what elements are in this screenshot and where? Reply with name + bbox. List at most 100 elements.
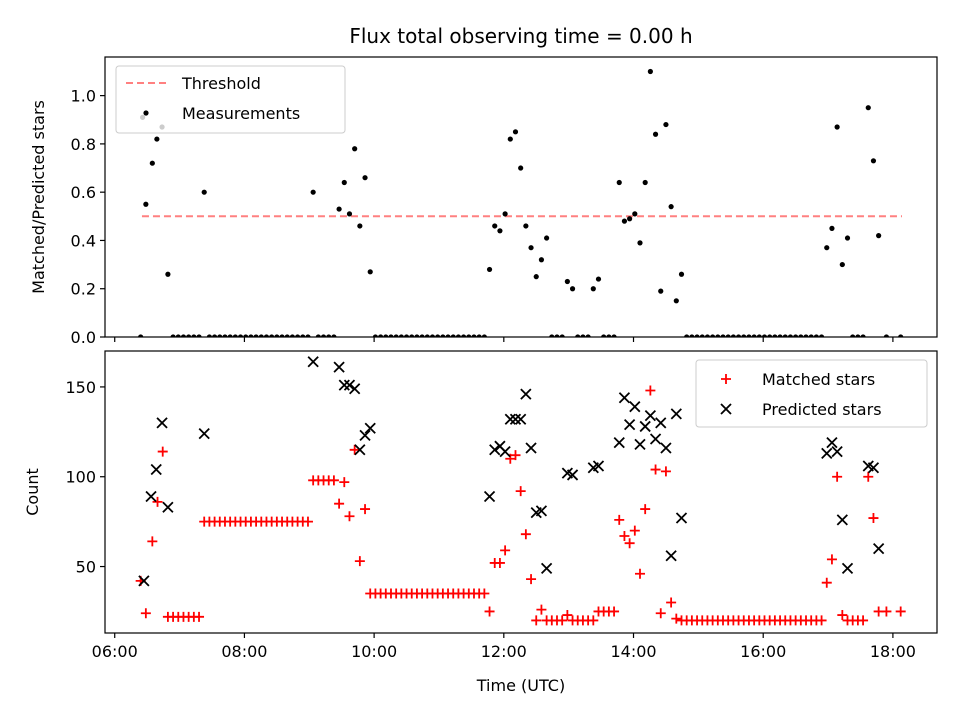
matched-star-point xyxy=(334,498,345,509)
measurement-point xyxy=(898,334,904,337)
measurement-point xyxy=(595,276,602,282)
predicted-star-point xyxy=(364,422,376,434)
measurement-point xyxy=(699,334,705,337)
series-matched-stars xyxy=(135,385,906,626)
predicted-star-point xyxy=(307,356,319,368)
predicted-star-point xyxy=(670,408,682,420)
measurement-point xyxy=(746,334,752,337)
matched-star-point xyxy=(826,554,837,565)
x-axis-label: Time (UTC) xyxy=(476,676,565,695)
measurement-point xyxy=(305,334,311,337)
predicted-star-point xyxy=(504,413,516,425)
y-tick-label-bottom: 100 xyxy=(65,468,96,487)
measurement-point xyxy=(492,223,498,229)
measurement-point xyxy=(585,334,591,337)
predicted-star-point xyxy=(333,361,345,373)
matched-star-point xyxy=(536,604,547,615)
legend-swatch-measurements xyxy=(143,110,149,116)
measurement-point xyxy=(808,334,814,337)
measurement-point xyxy=(191,334,197,337)
measurement-point xyxy=(211,334,218,337)
measurement-point xyxy=(844,235,851,241)
predicted-star-point xyxy=(873,542,885,555)
x-tick-label: 10:00 xyxy=(351,642,397,661)
predicted-star-point xyxy=(821,447,833,460)
measurement-point xyxy=(320,334,327,337)
measurement-point xyxy=(143,201,149,207)
y-tick-label-bottom: 50 xyxy=(76,558,96,577)
measurement-point xyxy=(461,334,467,337)
measurement-point xyxy=(300,334,306,337)
measurement-point xyxy=(388,334,394,337)
measurement-point xyxy=(352,146,358,152)
bottom-panel-count: 50 100 150 06:00 08:00 10:00 12:00 14:00 16:00 18… xyxy=(23,350,938,661)
measurement-point xyxy=(455,334,462,337)
measurement-point xyxy=(787,334,794,337)
matched-star-point xyxy=(505,453,516,464)
predicted-star-point xyxy=(665,550,677,562)
measurement-point xyxy=(367,269,373,275)
x-tick-label: 18:00 xyxy=(870,642,916,661)
measurement-point xyxy=(865,105,871,111)
predicted-star-point xyxy=(644,410,657,422)
measurement-point xyxy=(829,225,835,231)
measurement-point xyxy=(818,334,825,337)
measurement-point xyxy=(637,240,643,246)
y-tick-label-top: 0.6 xyxy=(71,183,96,202)
predicted-star-point xyxy=(629,401,641,413)
predicted-star-point xyxy=(162,501,174,513)
matched-star-point xyxy=(671,613,682,624)
measurement-point xyxy=(554,334,560,337)
measurement-point xyxy=(735,334,742,337)
measurement-point xyxy=(658,288,664,294)
measurement-point xyxy=(435,334,441,337)
legend-swatch-matched-stars xyxy=(721,374,731,384)
measurement-point xyxy=(258,334,264,337)
measurement-point xyxy=(206,334,213,337)
predicted-star-point xyxy=(660,442,672,454)
matched-star-point xyxy=(484,606,495,617)
predicted-star-point xyxy=(509,413,522,425)
legend-box xyxy=(115,65,346,134)
measurement-point xyxy=(222,334,228,337)
measurement-point xyxy=(569,286,576,292)
measurement-point xyxy=(471,334,477,337)
measurement-point xyxy=(497,228,503,234)
predicted-star-point xyxy=(535,505,548,517)
measurement-point xyxy=(507,136,513,142)
measurement-point xyxy=(741,334,747,337)
measurement-point xyxy=(383,334,389,337)
measurement-point xyxy=(720,334,726,337)
matched-star-point xyxy=(562,610,573,621)
measurement-point xyxy=(850,334,856,337)
measurement-point xyxy=(883,334,890,337)
measurement-point xyxy=(196,334,202,337)
measurement-point xyxy=(346,211,353,217)
measurement-point xyxy=(315,334,321,337)
measurement-point xyxy=(544,235,550,241)
matched-star-point xyxy=(837,610,848,621)
predicted-star-point xyxy=(156,417,168,429)
matched-star-point xyxy=(479,588,490,599)
y-tick-label-top: 0.0 xyxy=(71,328,96,347)
measurement-point xyxy=(642,179,648,186)
matched-star-point xyxy=(526,574,537,585)
measurement-point xyxy=(284,334,290,337)
legend-label-threshold: Threshold xyxy=(181,74,261,93)
measurement-point xyxy=(834,124,840,130)
predicted-star-point xyxy=(826,436,838,449)
measurement-point xyxy=(154,136,160,142)
measurement-point xyxy=(232,334,238,337)
measurement-point xyxy=(294,334,301,337)
measurement-point xyxy=(175,334,181,337)
measurement-point xyxy=(372,334,379,337)
measurement-point xyxy=(227,334,233,337)
matched-star-point xyxy=(531,615,542,626)
measurement-point xyxy=(694,334,700,337)
matched-star-point xyxy=(655,608,666,619)
measurement-point xyxy=(668,204,674,210)
measurement-point xyxy=(253,334,259,337)
measurement-point xyxy=(237,334,244,337)
series-predicted-stars xyxy=(138,356,885,587)
matched-star-point xyxy=(510,450,521,461)
